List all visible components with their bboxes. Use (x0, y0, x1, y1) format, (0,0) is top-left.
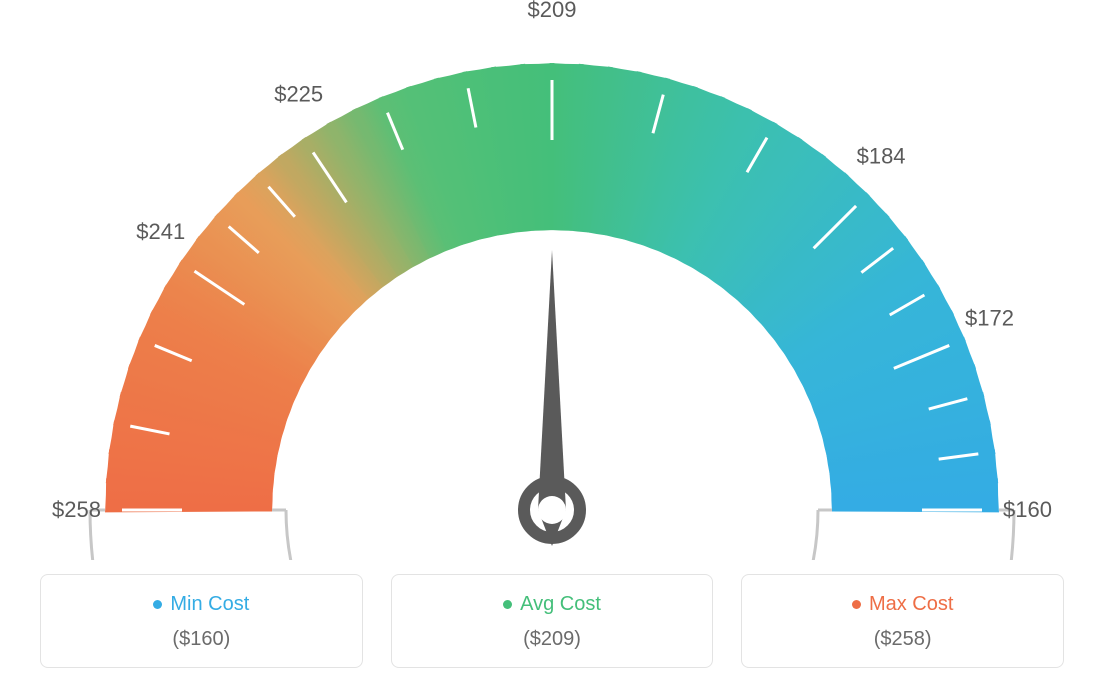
dot-icon (852, 600, 861, 609)
legend-row: Min Cost ($160) Avg Cost ($209) Max Cost… (40, 574, 1064, 668)
dot-icon (153, 600, 162, 609)
legend-label: Min Cost (170, 593, 249, 616)
legend-card-avg: Avg Cost ($209) (391, 574, 714, 668)
gauge-tick-label: $258 (52, 497, 101, 522)
legend-title-max: Max Cost (852, 593, 953, 616)
gauge-tick-label: $241 (136, 219, 185, 244)
legend-title-avg: Avg Cost (503, 593, 601, 616)
gauge-tick-label: $184 (857, 143, 906, 168)
legend-value: ($160) (51, 628, 352, 651)
gauge-tick-label: $160 (1003, 497, 1052, 522)
gauge-tick-label: $225 (274, 81, 323, 106)
legend-card-min: Min Cost ($160) (40, 574, 363, 668)
legend-label: Max Cost (869, 593, 953, 616)
gauge-tick-label: $172 (965, 306, 1014, 331)
dot-icon (503, 600, 512, 609)
gauge: $160 $172 $184 $209 $225 $241 $258 (0, 0, 1104, 560)
chart-container: $160 $172 $184 $209 $225 $241 $258 Min Cost ($… (0, 0, 1104, 690)
legend-title-min: Min Cost (153, 593, 249, 616)
legend-label: Avg Cost (520, 593, 601, 616)
gauge-svg: $160 $172 $184 $209 $225 $241 $258 (0, 0, 1104, 560)
legend-card-max: Max Cost ($258) (741, 574, 1064, 668)
gauge-tick-label: $209 (528, 0, 577, 22)
legend-value: ($258) (752, 628, 1053, 651)
legend-value: ($209) (402, 628, 703, 651)
